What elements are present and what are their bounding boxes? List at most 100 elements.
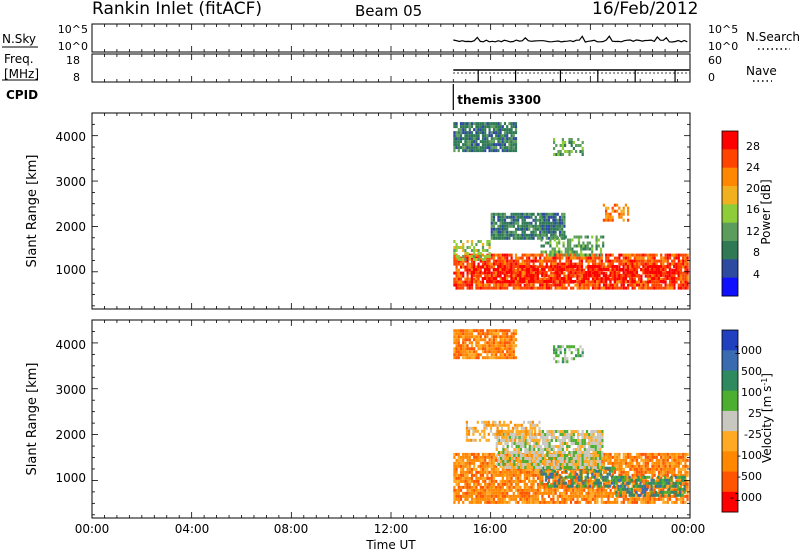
data-cell	[655, 253, 658, 257]
data-cell	[514, 221, 518, 225]
data-cell	[624, 455, 628, 459]
beam-title: Beam 05	[355, 2, 422, 20]
data-cell	[571, 238, 574, 242]
data-cell	[477, 286, 480, 290]
data-cell	[488, 332, 491, 336]
data-cell	[525, 485, 529, 489]
data-cell	[475, 149, 478, 153]
data-cell	[529, 420, 532, 424]
data-cell	[459, 128, 463, 132]
data-cell	[671, 268, 674, 272]
data-cell	[517, 485, 520, 489]
data-cell	[668, 271, 671, 274]
data-cell	[552, 445, 556, 448]
data-cell	[501, 128, 504, 132]
data-cell	[512, 146, 515, 150]
data-cell	[671, 455, 674, 459]
data-cell	[481, 429, 484, 433]
data-cell	[501, 353, 504, 357]
data-cell	[607, 253, 610, 257]
data-cell	[537, 448, 540, 451]
data-cell	[488, 143, 491, 147]
data-cell	[475, 134, 478, 138]
data-cell	[499, 497, 502, 501]
data-cell	[644, 253, 647, 257]
data-cell	[655, 280, 658, 284]
data-cell	[627, 497, 630, 501]
data-cell	[524, 448, 527, 451]
data-cell	[547, 479, 551, 483]
data-cell	[512, 332, 515, 336]
data-cell	[481, 470, 485, 474]
data-cell	[514, 227, 518, 231]
data-cell	[512, 280, 515, 283]
data-cell	[593, 475, 596, 479]
data-cell	[583, 271, 586, 275]
data-cell	[620, 268, 623, 271]
data-cell	[673, 268, 676, 272]
data-cell	[473, 452, 476, 456]
data-cell	[589, 265, 592, 268]
data-cell	[524, 457, 527, 460]
data-cell	[653, 491, 656, 495]
data-cell	[495, 491, 498, 495]
data-cell	[517, 442, 520, 445]
data-cell	[577, 484, 581, 488]
data-cell	[564, 144, 567, 147]
data-cell	[587, 491, 590, 495]
data-cell	[464, 455, 467, 459]
data-cell	[525, 227, 529, 231]
data-cell	[552, 463, 556, 466]
data-cell	[481, 122, 485, 126]
data-cell	[552, 482, 555, 486]
data-cell	[563, 230, 566, 234]
data-cell	[590, 442, 593, 445]
data-cell	[617, 478, 620, 482]
data-cell	[653, 473, 656, 477]
data-cell	[543, 221, 546, 225]
data-cell	[455, 482, 458, 486]
data-cell	[564, 250, 567, 254]
data-cell	[644, 479, 647, 483]
data-cell	[609, 268, 612, 272]
data-cell	[629, 455, 632, 459]
data-cell	[620, 467, 623, 471]
data-cell	[499, 212, 502, 216]
data-cell	[508, 128, 511, 132]
data-cell	[455, 461, 458, 465]
data-cell	[569, 256, 573, 260]
data-cell	[464, 461, 467, 465]
data-cell	[499, 265, 502, 268]
data-cell	[679, 493, 682, 497]
data-cell	[613, 458, 617, 462]
data-cell	[528, 227, 531, 231]
data-cell	[557, 451, 560, 454]
data-cell	[466, 452, 469, 456]
data-cell	[516, 265, 520, 268]
data-cell	[611, 206, 614, 210]
data-cell	[528, 500, 531, 504]
data-cell	[497, 460, 501, 463]
data-cell	[487, 438, 490, 442]
data-cell	[563, 457, 567, 460]
data-cell	[599, 463, 602, 466]
data-cell	[501, 233, 504, 237]
data-cell	[611, 277, 614, 280]
data-cell	[591, 268, 594, 271]
data-cell	[581, 445, 584, 448]
data-cell	[481, 265, 484, 268]
data-cell	[530, 271, 533, 275]
data-cell	[473, 488, 476, 492]
data-cell	[566, 241, 570, 245]
data-cell	[535, 451, 538, 454]
data-cell	[630, 487, 633, 491]
data-cell	[579, 445, 582, 448]
data-cell	[525, 256, 529, 260]
data-cell	[677, 283, 680, 287]
data-cell	[671, 464, 674, 468]
data-cell	[635, 488, 639, 492]
data-cell	[473, 497, 476, 501]
data-cell	[503, 482, 507, 486]
data-cell	[517, 460, 520, 463]
data-cell	[577, 451, 580, 454]
